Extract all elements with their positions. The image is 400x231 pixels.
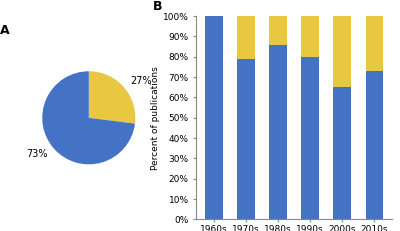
Text: A: A	[0, 24, 10, 37]
Bar	[334, 87, 351, 219]
Wedge shape	[89, 71, 135, 124]
Text: B: B	[153, 0, 163, 13]
Bar	[237, 59, 255, 219]
Y-axis label: Percent of publications: Percent of publications	[151, 66, 160, 170]
Bar	[302, 16, 319, 57]
Bar	[269, 45, 287, 219]
Bar	[366, 71, 383, 219]
Bar	[269, 16, 287, 45]
Text: 27%: 27%	[130, 76, 152, 86]
Bar	[334, 16, 351, 87]
Wedge shape	[42, 71, 135, 164]
Bar	[237, 16, 255, 59]
Bar	[205, 16, 223, 219]
Bar	[302, 57, 319, 219]
Bar	[366, 16, 383, 71]
Text: 73%: 73%	[26, 149, 48, 159]
